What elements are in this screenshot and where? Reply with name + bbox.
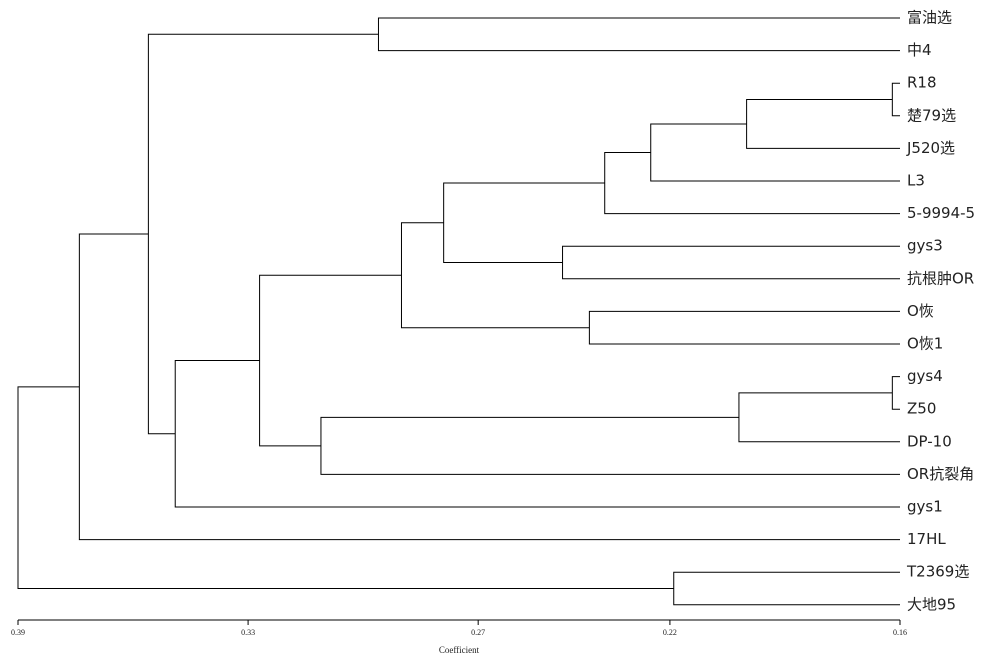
leaf-label: R18 <box>907 74 937 92</box>
leaf-label: 抗根肿OR <box>907 269 974 287</box>
x-tick-label: 0.16 <box>893 628 907 637</box>
leaf-label: 中4 <box>907 41 932 59</box>
leaf-label: T2369选 <box>906 563 969 581</box>
dendrogram-link <box>377 17 900 52</box>
leaf-label: O恢 <box>907 302 934 320</box>
leaf-label: L3 <box>907 172 925 190</box>
leaf-label: gys3 <box>907 237 943 255</box>
leaf-label: 富油选 <box>907 9 952 27</box>
dendrogram-link <box>147 33 379 435</box>
dendrogram-link <box>78 233 900 541</box>
leaf-label: gys4 <box>907 367 943 385</box>
leaf-label: Z50 <box>907 400 936 418</box>
dendrogram-link <box>891 82 900 117</box>
dendrogram-link <box>604 151 900 215</box>
x-tick-label: 0.22 <box>663 628 677 637</box>
dendrogram-link <box>891 376 900 410</box>
dendrogram-link <box>738 392 900 443</box>
leaf-label: 17HL <box>907 530 946 548</box>
leaf-label: OR抗裂角 <box>907 465 974 483</box>
dendrogram-link <box>400 222 590 329</box>
leaf-label: 大地95 <box>907 595 956 613</box>
dendrogram-link <box>320 416 900 475</box>
leaf-label: 楚79选 <box>907 106 956 124</box>
dendrogram-link <box>259 274 402 447</box>
dendrogram-link <box>174 360 900 508</box>
dendrogram-link <box>588 310 900 345</box>
leaf-label: J520选 <box>906 139 955 157</box>
x-tick-label: 0.27 <box>471 628 485 637</box>
leaf-label: gys1 <box>907 498 943 516</box>
x-axis-title: Coefficient <box>439 645 480 655</box>
dendrogram-link <box>650 123 900 182</box>
x-tick-label: 0.33 <box>241 628 255 637</box>
dendrogram-link <box>443 182 605 263</box>
leaf-label: O恢1 <box>907 335 943 353</box>
dendrogram-link <box>17 386 674 589</box>
x-tick-label: 0.39 <box>11 628 25 637</box>
leaf-label: 5-9994-5 <box>907 204 975 222</box>
leaf-label: DP-10 <box>907 432 952 450</box>
dendrogram-link <box>562 245 900 280</box>
dendrogram-link <box>673 571 900 606</box>
dendrogram-link <box>746 99 900 149</box>
